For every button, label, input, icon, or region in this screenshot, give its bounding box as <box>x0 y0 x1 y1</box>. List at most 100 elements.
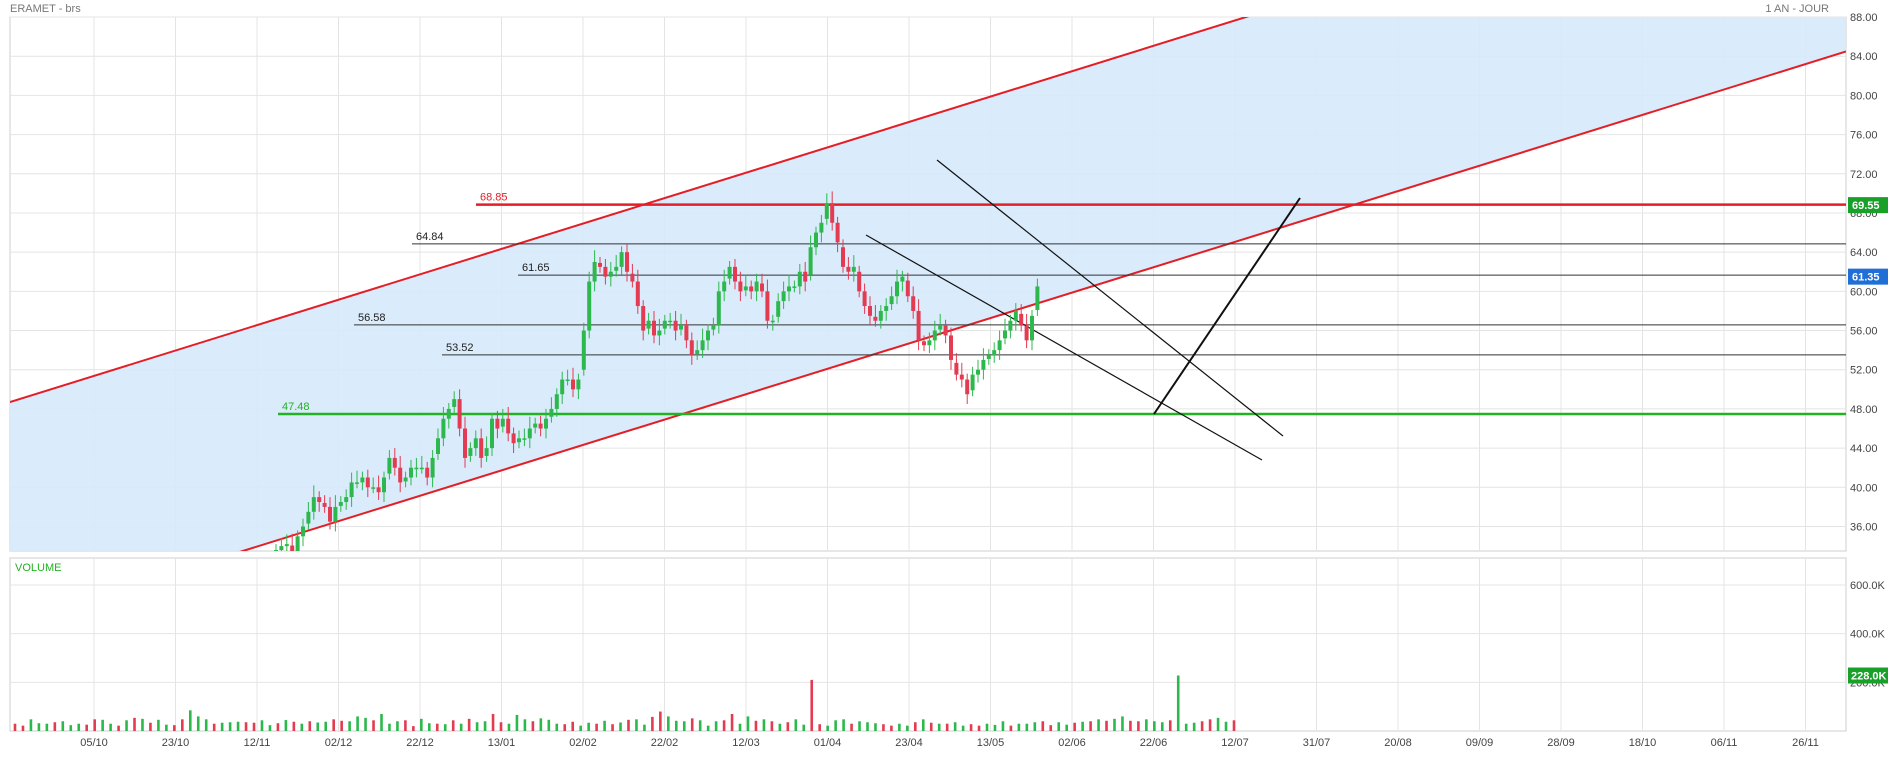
candle-body <box>349 482 354 498</box>
volume-bar <box>866 722 869 731</box>
volume-bar <box>539 718 543 731</box>
candle-body <box>398 467 403 483</box>
candle-body <box>533 423 538 428</box>
candle-body <box>414 467 419 470</box>
volume-bar <box>443 724 447 731</box>
candle-body <box>571 379 575 390</box>
x-tick-label: 13/01 <box>488 737 516 749</box>
x-tick-label: 26/11 <box>1792 737 1819 749</box>
volume-bar <box>1160 722 1164 731</box>
volume-bar <box>1224 721 1228 731</box>
y-tick-label: 76.00 <box>1850 130 1878 142</box>
candle-body <box>1013 310 1018 321</box>
volume-bar <box>364 717 367 731</box>
y-tick-label: 60.00 <box>1850 286 1878 298</box>
volume-bar <box>435 723 439 731</box>
x-tick-label: 12/03 <box>732 737 760 749</box>
candle-body <box>382 477 386 493</box>
candle-body <box>274 550 278 551</box>
candle-body <box>446 408 451 419</box>
volume-bar <box>475 722 479 731</box>
volume-bar <box>754 720 758 731</box>
chart-period[interactable]: 1 AN - JOUR <box>1765 3 1829 15</box>
volume-bar <box>786 722 790 731</box>
x-tick-label: 20/08 <box>1384 737 1412 749</box>
volume-current-badge <box>1848 667 1888 684</box>
x-tick-label: 22/06 <box>1140 737 1168 749</box>
volume-bar <box>149 722 152 731</box>
volume-bar <box>276 723 280 731</box>
candle-body <box>803 271 808 282</box>
candle-body <box>517 438 521 443</box>
candle-body <box>549 408 554 417</box>
candle-body <box>581 330 586 370</box>
volume-bar <box>921 719 925 731</box>
volume-bar <box>1232 720 1236 731</box>
channel-lower-line <box>239 50 1846 551</box>
y-tick-label: 36.00 <box>1850 522 1878 534</box>
volume-bar <box>1097 719 1100 731</box>
candle-body <box>776 301 781 317</box>
volume-bar <box>914 722 917 731</box>
volume-bar <box>762 719 766 731</box>
candle-body <box>981 359 986 370</box>
volume-bar <box>61 721 65 731</box>
candle-body <box>468 448 473 456</box>
x-tick-label: 18/10 <box>1629 737 1657 749</box>
volume-bar <box>467 718 471 731</box>
volume-bar <box>587 722 590 731</box>
x-tick-label: 31/07 <box>1303 737 1331 749</box>
volume-bar <box>412 726 415 731</box>
volume-bar <box>93 719 96 731</box>
volume-bar <box>157 719 160 731</box>
candle-body <box>668 320 673 323</box>
volume-bar <box>204 719 208 731</box>
channel-upper-line <box>10 17 1250 404</box>
candle-body <box>754 281 759 292</box>
volume-current-label: 228.0K <box>1851 671 1887 683</box>
volume-bar <box>1113 718 1116 731</box>
volume-bar <box>388 723 391 731</box>
volume-bar <box>13 723 17 731</box>
volume-bar <box>268 725 272 731</box>
volume-bar <box>21 725 25 731</box>
candle-body <box>598 262 602 267</box>
volume-bar <box>1033 722 1037 731</box>
volume-bar <box>1137 721 1140 731</box>
volume-bar <box>937 723 941 731</box>
candle-body <box>295 536 300 551</box>
candle-body <box>614 266 619 271</box>
volume-bar <box>332 719 335 731</box>
price-level-label: 61.65 <box>522 262 550 274</box>
candle-body <box>830 203 835 223</box>
candle-body <box>619 252 624 267</box>
y-tick-label: 56.00 <box>1850 326 1878 338</box>
volume-bar <box>1121 716 1124 731</box>
candle-body <box>781 291 786 302</box>
volume-bar <box>1049 725 1053 731</box>
volume-bar <box>977 725 981 731</box>
candle-body <box>452 399 457 407</box>
volume-bar <box>404 720 407 731</box>
price-level-label: 47.48 <box>282 401 310 413</box>
volume-bar <box>1176 675 1180 731</box>
volume-tick-label: 400.0K <box>1850 629 1886 641</box>
candle-body <box>954 362 959 375</box>
volume-bar <box>810 679 814 731</box>
volume-bar <box>77 723 81 731</box>
volume-bar <box>428 723 431 731</box>
y-tick-label: 64.00 <box>1850 247 1878 259</box>
candle-body <box>922 341 926 346</box>
volume-bar <box>579 725 582 731</box>
volume-bar <box>547 719 551 731</box>
volume-bar <box>45 723 49 731</box>
volume-bar <box>523 719 527 731</box>
candle-body <box>706 330 710 341</box>
candle-body <box>635 281 640 307</box>
volume-bar <box>674 720 678 731</box>
volume-bar <box>611 724 614 731</box>
candle-body <box>392 457 397 468</box>
candle-body <box>841 247 845 267</box>
volume-bar <box>1216 717 1220 731</box>
